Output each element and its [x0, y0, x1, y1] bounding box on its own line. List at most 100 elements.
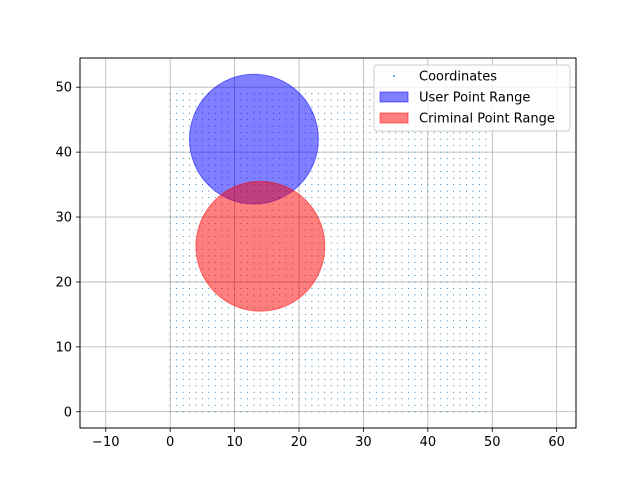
- coordinate-point: [407, 255, 410, 257]
- coordinate-point: [446, 359, 448, 361]
- coordinate-point: [395, 398, 397, 400]
- coordinate-point: [201, 294, 203, 296]
- coordinate-point: [317, 378, 319, 380]
- coordinate-point: [414, 411, 416, 413]
- coordinate-point: [298, 190, 300, 192]
- coordinate-point: [259, 313, 261, 315]
- coordinate-point: [369, 281, 371, 283]
- coordinate-point: [240, 411, 242, 413]
- coordinate-point: [195, 268, 197, 270]
- coordinate-point: [330, 209, 332, 212]
- coordinate-point: [440, 411, 442, 413]
- coordinate-point: [369, 222, 371, 225]
- coordinate-point: [337, 365, 339, 367]
- coordinate-point: [259, 333, 261, 335]
- coordinate-point: [182, 281, 184, 283]
- coordinate-point: [195, 300, 197, 302]
- coordinate-point: [343, 287, 345, 289]
- coordinate-point: [298, 365, 300, 367]
- coordinate-point: [472, 190, 474, 192]
- coordinate-point: [388, 385, 390, 387]
- coordinate-point: [176, 184, 178, 186]
- coordinate-point: [414, 190, 416, 192]
- coordinate-point: [420, 281, 422, 283]
- coordinate-point: [395, 164, 397, 166]
- coordinate-point: [401, 313, 403, 315]
- coordinate-point: [485, 346, 487, 348]
- coordinate-point: [388, 242, 390, 244]
- coordinate-point: [182, 378, 184, 380]
- coordinate-point: [401, 300, 403, 302]
- coordinate-point: [427, 365, 429, 367]
- coordinate-point: [311, 346, 313, 348]
- coordinate-point: [478, 151, 480, 153]
- coordinate-point: [195, 372, 197, 374]
- coordinate-point: [401, 255, 403, 257]
- coordinate-point: [414, 320, 416, 322]
- coordinate-point: [285, 320, 287, 322]
- coordinate-point: [375, 385, 377, 387]
- coordinate-point: [453, 151, 455, 153]
- coordinate-point: [330, 197, 332, 199]
- coordinate-point: [440, 372, 442, 374]
- coordinate-point: [234, 346, 236, 348]
- coordinate-point: [414, 385, 416, 387]
- coordinate-point: [401, 320, 403, 322]
- coordinate-point: [246, 320, 249, 322]
- coordinate-point: [285, 372, 287, 374]
- coordinate-point: [485, 352, 487, 354]
- coordinate-point: [169, 158, 171, 160]
- coordinate-point: [472, 294, 474, 296]
- coordinate-point: [214, 326, 216, 328]
- coordinate-point: [427, 320, 429, 322]
- coordinate-point: [472, 197, 474, 199]
- coordinate-point: [311, 203, 313, 205]
- coordinate-point: [453, 177, 455, 179]
- coordinate-point: [292, 346, 294, 348]
- coordinate-point: [201, 307, 203, 309]
- coordinate-point: [420, 242, 422, 244]
- coordinate-point: [459, 171, 461, 173]
- coordinate-point: [330, 229, 332, 231]
- coordinate-point: [369, 333, 371, 335]
- coordinate-point: [465, 222, 468, 225]
- coordinate-point: [188, 339, 191, 341]
- coordinate-point: [343, 352, 345, 354]
- coordinate-point: [433, 339, 435, 341]
- coordinate-point: [201, 359, 203, 361]
- coordinate-point: [350, 145, 352, 147]
- coordinate-point: [388, 281, 390, 283]
- coordinate-point: [420, 222, 422, 225]
- coordinate-point: [440, 404, 442, 406]
- coordinate-point: [350, 235, 352, 238]
- coordinate-point: [182, 93, 184, 95]
- coordinate-point: [337, 352, 339, 354]
- coordinate-point: [292, 307, 294, 309]
- coordinate-point: [317, 106, 319, 108]
- coordinate-point: [311, 391, 313, 393]
- coordinate-point: [246, 333, 249, 335]
- coordinate-point: [472, 268, 474, 270]
- coordinate-point: [472, 171, 474, 173]
- coordinate-point: [272, 320, 274, 322]
- coordinate-point: [395, 177, 397, 179]
- coordinate-point: [362, 151, 364, 153]
- coordinate-point: [337, 268, 339, 270]
- coordinate-point: [324, 93, 326, 95]
- coordinate-point: [407, 391, 410, 393]
- coordinate-point: [195, 261, 197, 264]
- coordinate-point: [427, 255, 429, 257]
- coordinate-point: [279, 372, 281, 374]
- coordinate-point: [330, 333, 332, 335]
- coordinate-point: [298, 359, 300, 361]
- coordinate-point: [375, 391, 377, 393]
- coordinate-point: [407, 339, 410, 341]
- coordinate-point: [311, 411, 313, 413]
- coordinate-point: [356, 209, 358, 212]
- coordinate-point: [472, 145, 474, 147]
- coordinate-point: [246, 391, 249, 393]
- coordinate-point: [362, 411, 364, 413]
- coordinate-point: [395, 261, 397, 264]
- coordinate-point: [375, 261, 377, 264]
- coordinate-point: [465, 320, 468, 322]
